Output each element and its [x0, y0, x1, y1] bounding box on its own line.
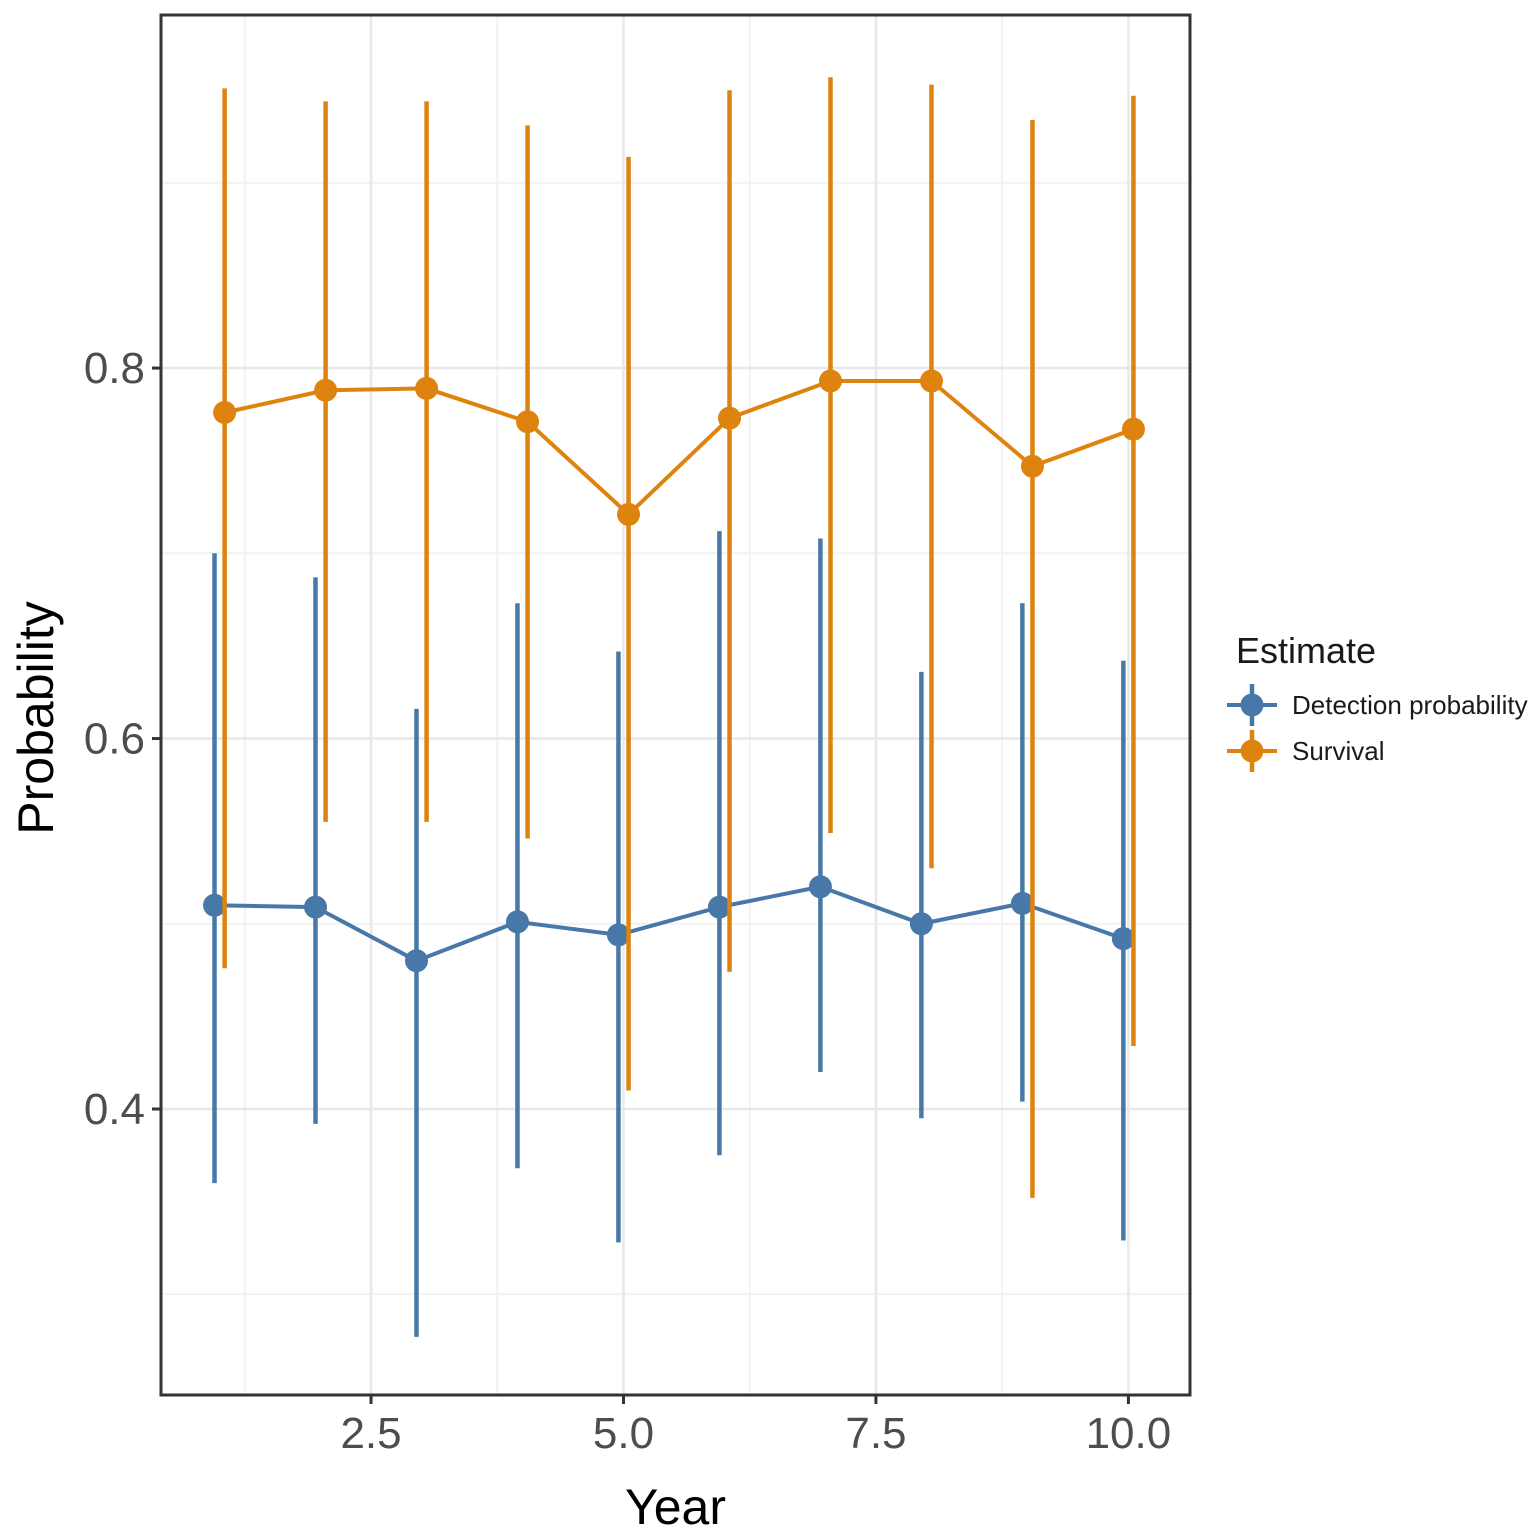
series-line: [224, 379, 1135, 518]
data-point: [919, 369, 943, 393]
data-point: [203, 893, 227, 917]
legend-label: Survival: [1292, 735, 1385, 766]
data-point: [707, 895, 731, 919]
data-point: [1121, 417, 1145, 441]
y-axis-tick-label: 0.4: [84, 1085, 145, 1134]
legend-label: Detection probability: [1292, 689, 1528, 720]
data-point: [1020, 454, 1044, 478]
y-axis-tick-label: 0.8: [84, 344, 145, 393]
panel-border: [159, 13, 1192, 1397]
data-point: [808, 875, 832, 899]
x-axis-tick-label: 10.0: [1086, 1409, 1172, 1458]
legend: Estimate Detection probability Survival: [1224, 630, 1528, 774]
legend-entry-detection: Detection probability: [1224, 682, 1528, 728]
pointrange-glyph-icon: [1227, 684, 1277, 726]
legend-entry-survival: Survival: [1224, 728, 1528, 774]
y-axis-tick-label: 0.6: [84, 715, 145, 764]
data-point: [1010, 891, 1034, 915]
data-point: [505, 910, 529, 934]
data-point: [314, 378, 338, 402]
data-point: [606, 923, 630, 947]
data-point: [718, 406, 742, 430]
x-axis-tick-label: 7.5: [845, 1409, 906, 1458]
data-point: [404, 949, 428, 973]
data-point: [909, 912, 933, 936]
data-point: [516, 410, 540, 434]
data-point: [304, 895, 328, 919]
y-axis-title: Probability: [8, 601, 64, 835]
series-line: [214, 884, 1125, 964]
data-point: [617, 502, 641, 526]
x-axis-tick-label: 5.0: [593, 1409, 654, 1458]
legend-title: Estimate: [1236, 630, 1377, 671]
data-point: [819, 369, 843, 393]
x-axis-title: Year: [624, 1479, 727, 1535]
x-axis-tick-label: 2.5: [340, 1409, 401, 1458]
data-point: [213, 401, 237, 425]
pointrange-glyph-icon: [1227, 730, 1277, 772]
data-point: [415, 376, 439, 400]
data-point: [1111, 927, 1135, 951]
